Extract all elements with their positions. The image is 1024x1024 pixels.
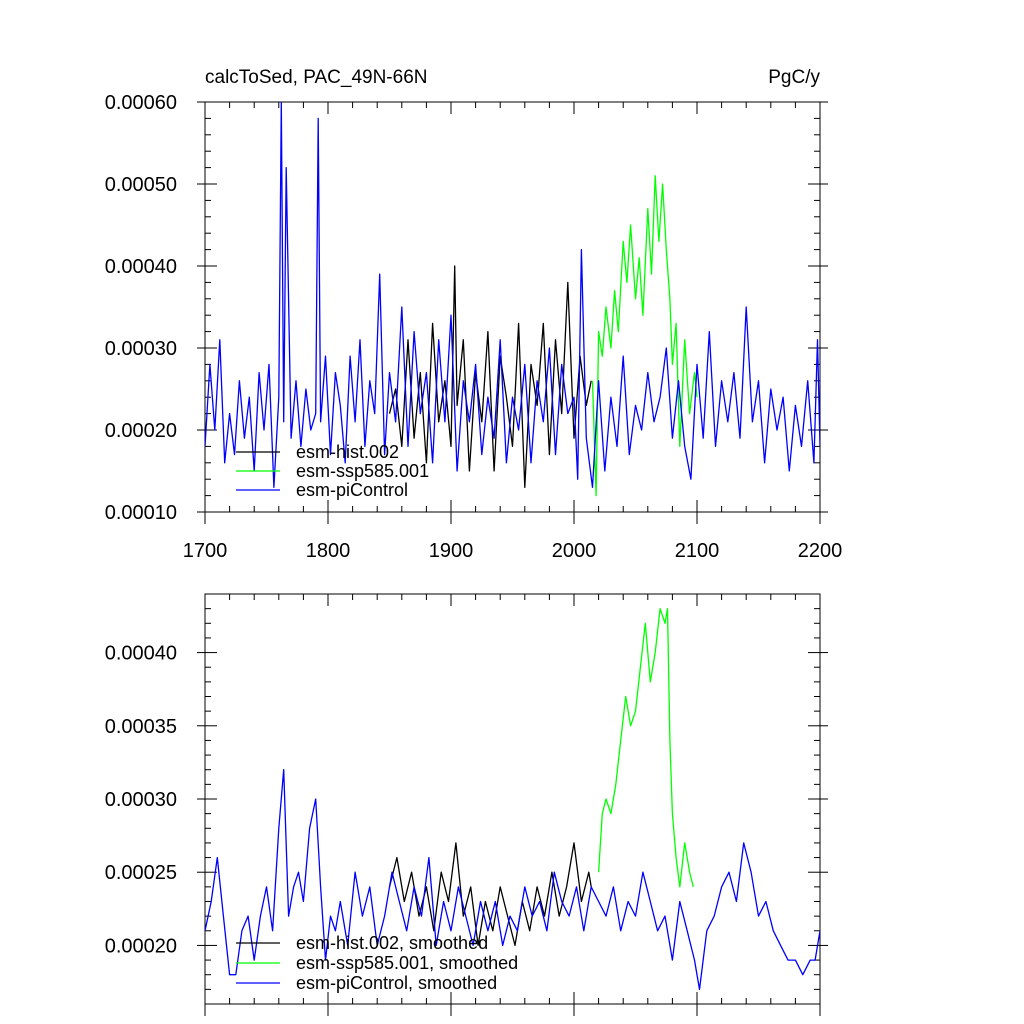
series-line-3	[205, 102, 820, 489]
y-tick-label: 0.00050	[105, 174, 177, 196]
x-tick-label: 1900	[429, 540, 474, 562]
series-line-3	[205, 769, 820, 991]
y-tick-label: 0.00020	[105, 935, 177, 957]
series-line-1	[388, 842, 592, 947]
legend-label: esm-ssp585.001	[296, 461, 429, 481]
y-tick-label: 0.00020	[105, 420, 177, 442]
x-tick-label: 2100	[675, 540, 720, 562]
y-tick-label: 0.00010	[105, 502, 177, 524]
y-tick-label: 0.00040	[105, 256, 177, 278]
units-label: PgC/y	[768, 67, 820, 88]
y-tick-label: 0.00030	[105, 789, 177, 811]
y-tick-label: 0.00030	[105, 338, 177, 360]
x-tick-label: 2000	[552, 540, 597, 562]
bottom-panel: 0.00020 0.00025 0.00030 0.00035 0.00040 esm-h…	[105, 593, 828, 1016]
x-tick-label: 1800	[306, 540, 351, 562]
legend-label: esm-piControl	[296, 480, 408, 500]
legend-label: esm-hist.002, smoothed	[296, 933, 488, 953]
y-tick-label: 0.00025	[105, 862, 177, 884]
top-panel: 1700 1800 1900 2000 2100 2200 0.00010 0.00020 0.…	[105, 67, 843, 562]
series-line-1	[388, 265, 592, 489]
legend-label: esm-piControl, smoothed	[296, 973, 497, 993]
series-line-2	[597, 607, 694, 888]
y-tick-label: 0.00040	[105, 643, 177, 665]
legend-label: esm-hist.002	[296, 442, 399, 462]
chart-title: calcToSed, PAC_49N-66N	[205, 67, 427, 88]
series-line-2	[591, 175, 698, 497]
plot-frame	[204, 101, 821, 513]
legend-label: esm-ssp585.001, smoothed	[296, 953, 518, 973]
series-group	[205, 607, 820, 991]
x-tick-label: 2200	[798, 540, 843, 562]
x-tick-label: 1700	[183, 540, 228, 562]
series-group	[205, 102, 820, 497]
y-tick-label: 0.00060	[105, 92, 177, 114]
y-tick-label: 0.00035	[105, 716, 177, 738]
